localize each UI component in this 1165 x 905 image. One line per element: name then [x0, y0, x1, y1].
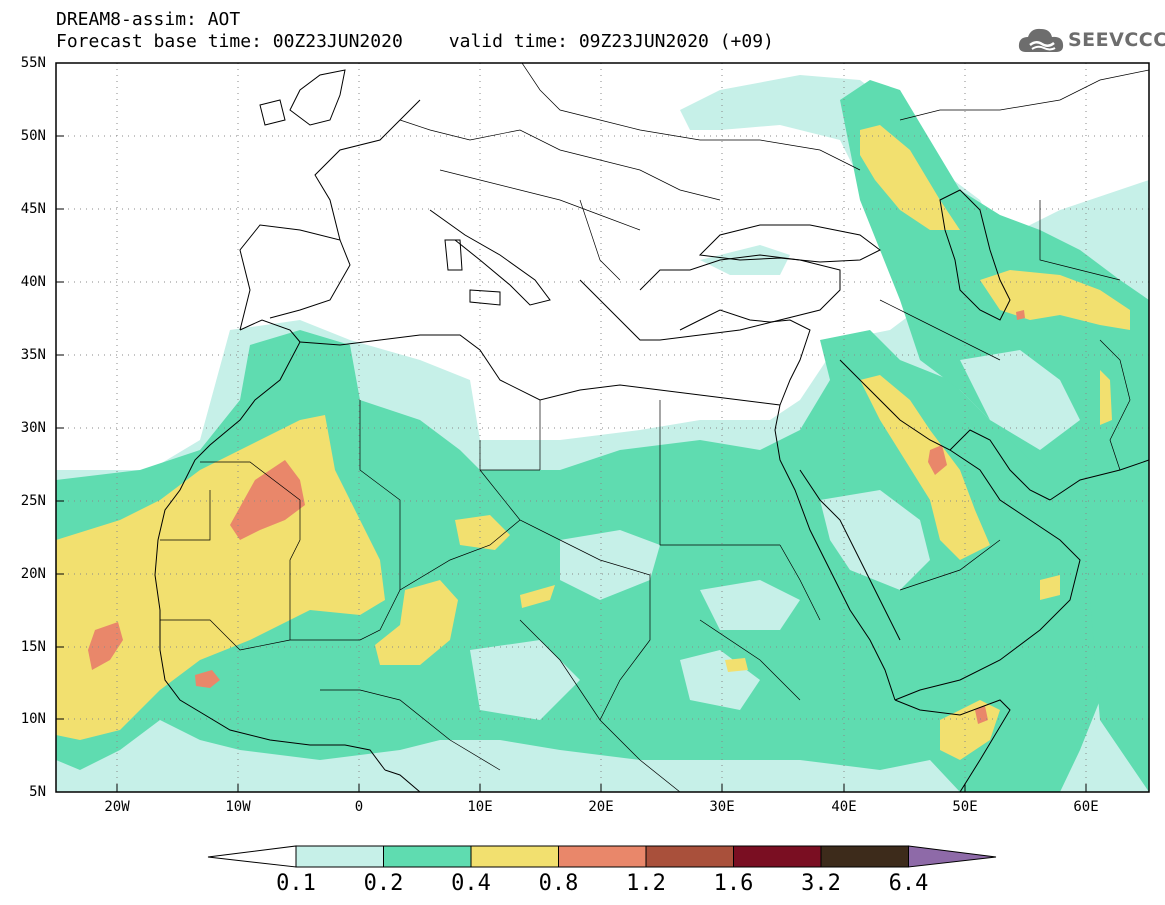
lon-label: 40E: [831, 799, 857, 815]
aot-field-light-patches: [380, 350, 1080, 720]
map-title: DREAM8-assim: AOT: [56, 9, 241, 30]
lon-label: 50E: [952, 799, 978, 815]
colorbar-bin-5: [645, 845, 734, 868]
colorbar-left-arrow: [207, 845, 297, 868]
colorbar-label: 0.4: [451, 871, 491, 896]
lat-label: 30N: [20, 420, 46, 436]
aot-field-very-high: [88, 310, 1025, 724]
colorbar-label: 0.2: [363, 871, 404, 896]
lat-label: 15N: [20, 639, 46, 655]
colorbar-label: 3.2: [801, 871, 841, 896]
colorbar-bin-4: [558, 845, 647, 868]
lon-label: 30E: [709, 799, 735, 815]
lat-label: 40N: [20, 274, 46, 290]
time-info: Forecast base time: 00Z23JUN2020 valid ti…: [56, 32, 774, 52]
grid-lines: [56, 63, 1149, 792]
country-borders: [160, 63, 1149, 792]
colorbar-label: 0.1: [276, 871, 316, 896]
coastlines: [154, 69, 1149, 792]
colorbar-label: 6.4: [888, 871, 929, 896]
lat-label: 20N: [20, 566, 46, 582]
lat-label: 35N: [20, 347, 46, 363]
lat-label: 55N: [20, 55, 46, 71]
colorbar-label: 1.2: [626, 871, 666, 896]
lat-label: 10N: [20, 711, 46, 727]
lon-label: 20W: [104, 799, 130, 815]
colorbar-bin-6: [733, 845, 822, 868]
colorbar-bin-3: [470, 845, 559, 868]
lat-label: 50N: [20, 128, 46, 144]
colorbar-bin-7: [820, 845, 909, 868]
lon-label: 0: [354, 799, 364, 815]
colorbar-label: 0.8: [538, 871, 579, 896]
lon-label: 10W: [225, 799, 251, 815]
valid-time: valid time: 09Z23JUN2020 (+09): [448, 31, 774, 52]
lon-label: 60E: [1073, 799, 1099, 815]
lat-label: 25N: [20, 493, 46, 509]
logo-text: SEEVCCC: [1068, 29, 1165, 51]
cloud-logo-icon: [1018, 28, 1064, 52]
lon-label: 20E: [588, 799, 614, 815]
lat-label: 5N: [29, 784, 46, 800]
seevccc-logo: SEEVCCC: [1018, 24, 1165, 58]
colorbar-bin-1: [295, 845, 384, 868]
lat-label: 45N: [20, 201, 46, 217]
base-time: Forecast base time: 00Z23JUN2020: [56, 31, 403, 52]
axis-ticks: [56, 62, 1087, 792]
colorbar: [207, 845, 997, 868]
lon-label: 10E: [467, 799, 493, 815]
colorbar-bin-2: [383, 845, 472, 868]
colorbar-right-arrow: [908, 845, 997, 868]
colorbar-label: 1.6: [713, 871, 754, 896]
